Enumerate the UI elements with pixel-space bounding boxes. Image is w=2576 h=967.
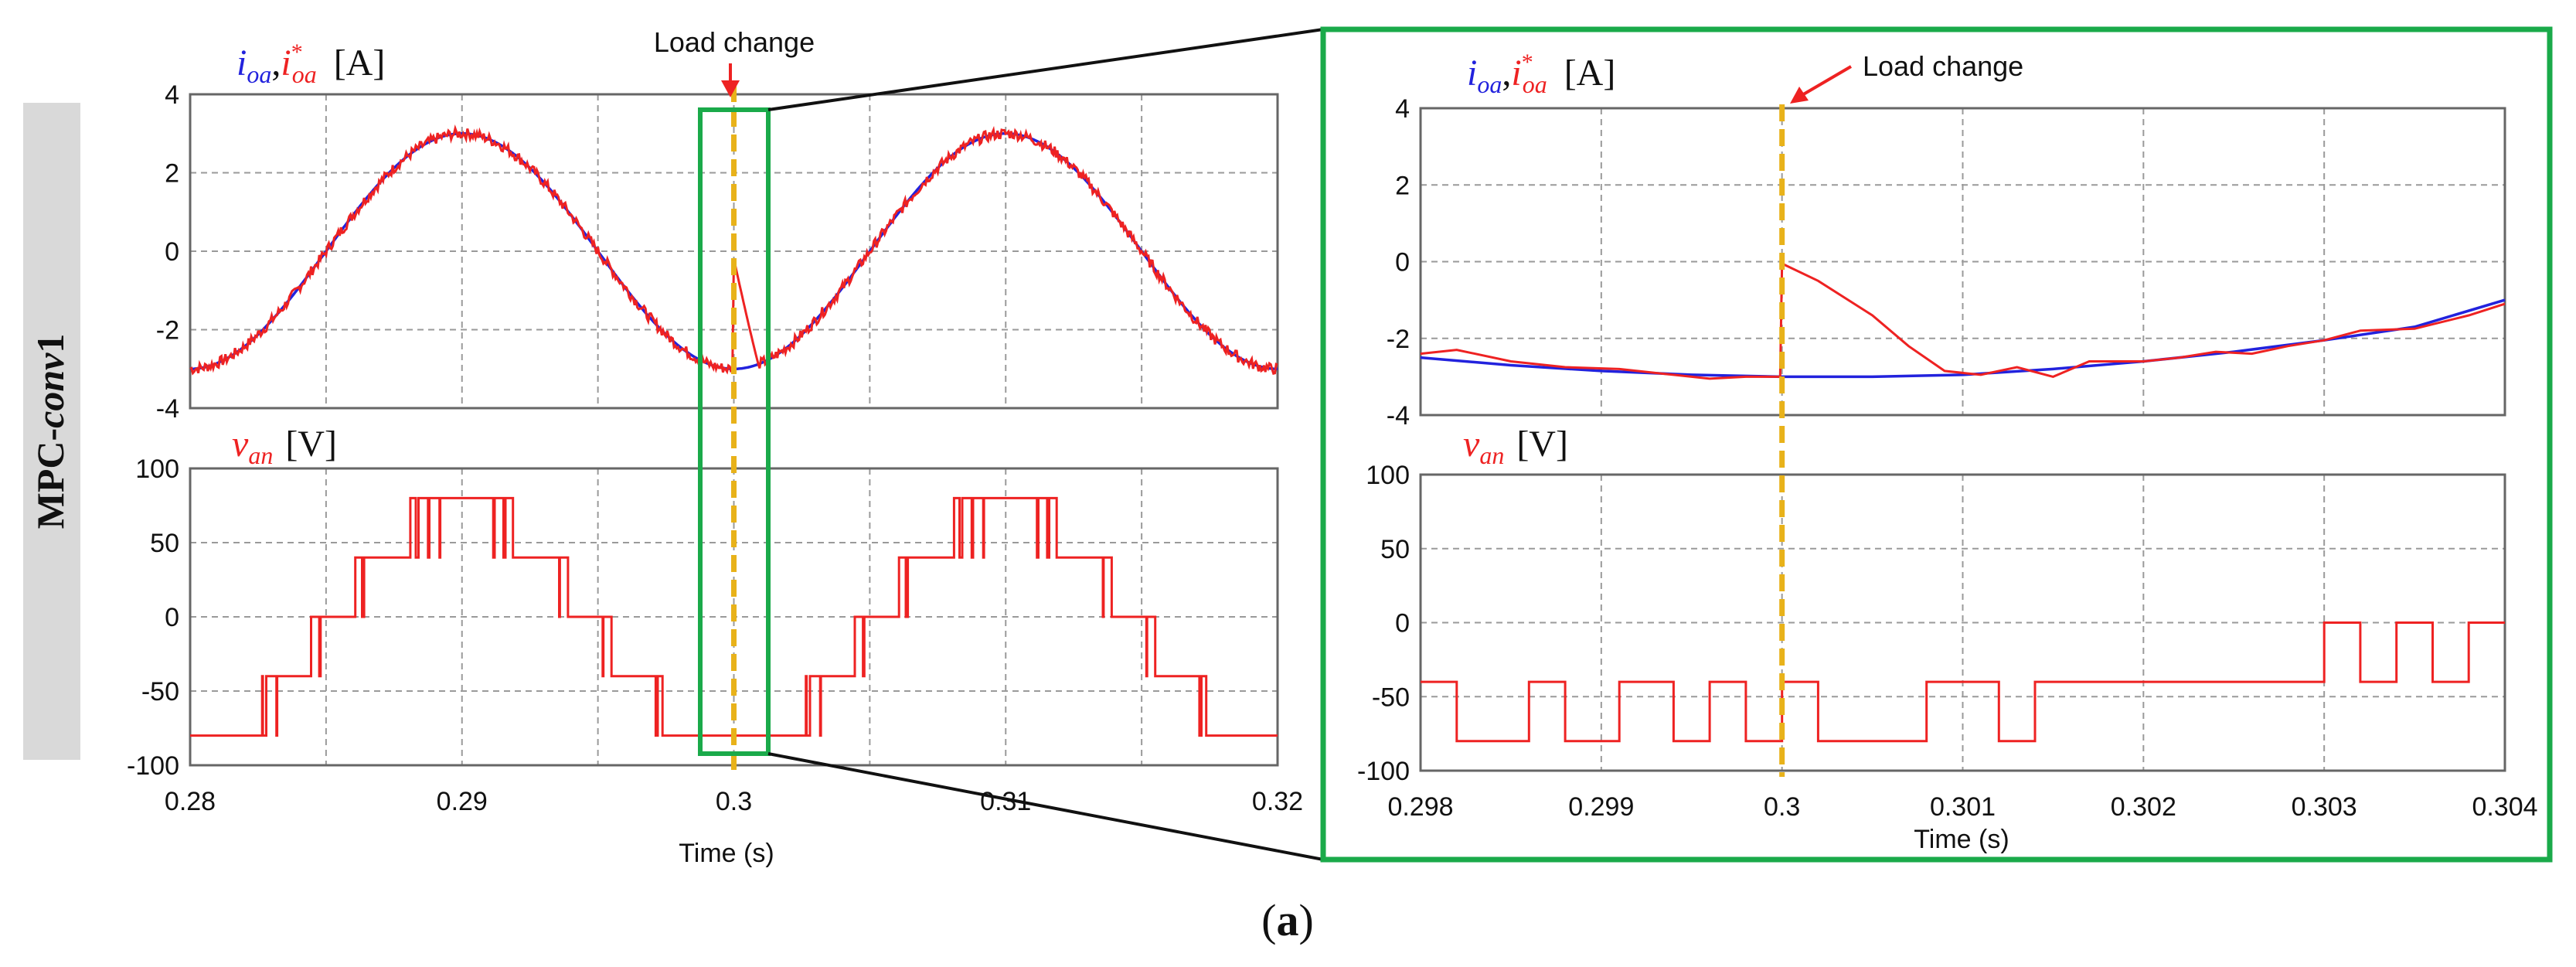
title-sub-red: oa	[292, 60, 317, 88]
zoom-voltage-xlabel: Time (s)	[1914, 825, 2009, 854]
title-unit: [A]	[334, 43, 386, 83]
zoom-current-series-i-oa-ref	[1420, 261, 2506, 380]
zoom-load-change-arrow	[1799, 65, 1853, 97]
zoom-frame	[1320, 26, 2553, 863]
ytick-label: -50	[141, 677, 179, 707]
ytick-label: -4	[1387, 401, 1410, 431]
left-current-ytick-labels: 4 2 0 -2 -4	[156, 80, 179, 424]
zoom-current-panel: 420-2-4 ioa,i* oa [A]	[1387, 49, 2506, 431]
ytick-label: 50	[1380, 535, 1410, 564]
z-title-unit: [A]	[1564, 53, 1616, 94]
z-title-sub-red: oa	[1523, 70, 1547, 98]
title-i-red: i	[281, 43, 291, 83]
ytick-label: 2	[165, 159, 179, 189]
xtick-label: 0.32	[1252, 787, 1303, 816]
zoom-voltage-title: van [V]	[1463, 424, 1568, 469]
xtick-label: 0.28	[165, 787, 216, 816]
zoom-load-change-arrowhead	[1790, 87, 1809, 104]
z-title-v-sub: an	[1479, 441, 1504, 469]
row-label-suffix: 1	[29, 334, 72, 353]
ytick-label: 50	[150, 529, 179, 558]
title-star-red: *	[291, 39, 303, 65]
title-v-unit: [V]	[285, 424, 337, 465]
title-sub-blue: oa	[247, 60, 271, 88]
xtick-label: 0.3	[716, 787, 752, 816]
row-label-italic: conv	[29, 352, 72, 428]
panel-label: (a)	[1261, 895, 1314, 945]
zoom-current-ytick-labels: 4 2 0 -2 -4	[1387, 94, 1410, 431]
ytick-label: 4	[1395, 94, 1410, 124]
title-comma: ,	[271, 43, 281, 83]
ytick-label: 0	[1395, 609, 1410, 638]
title-v-sub: an	[248, 441, 273, 469]
ytick-label: 100	[1366, 461, 1410, 490]
zoom-voltage-ytick-labels: 100 50 0 -50 -100	[1357, 461, 1410, 786]
xtick-label: 0.299	[1568, 792, 1634, 822]
xtick-label: 0.303	[2292, 792, 2357, 822]
ytick-label: 0	[165, 603, 179, 632]
zoom-connector-top	[767, 28, 1324, 111]
ytick-label: 2	[1395, 171, 1410, 200]
z-title-v: v	[1463, 424, 1480, 465]
left-load-change-label: Load change	[654, 26, 815, 58]
zoom-selection-box	[698, 107, 771, 756]
zoom-connector-bottom	[767, 752, 1324, 861]
xtick-label: 0.3	[1764, 792, 1800, 822]
zoom-voltage-series-v-an	[1421, 621, 2505, 743]
row-label-prefix: MPC-	[29, 428, 72, 529]
ytick-label: -2	[156, 316, 179, 346]
zoom-load-change-label: Load change	[1863, 50, 2023, 82]
left-voltage-xtick-labels: 0.28 0.29 0.3 0.31 0.32	[165, 787, 1303, 816]
xtick-label: 0.302	[2111, 792, 2176, 822]
zoom-current-title: ioa,i* oa [A]	[1467, 49, 1615, 98]
title-v: v	[232, 424, 249, 465]
zoom-current-frame	[1419, 107, 2506, 417]
z-title-sub-blue: oa	[1477, 70, 1502, 98]
xtick-label: 0.304	[2472, 792, 2537, 822]
z-title-v-unit: [V]	[1516, 424, 1568, 465]
zoom-voltage-panel: 100 50 0 -50 -100 0.298 0.299 0.3 0.301 0.302 0.3…	[1357, 424, 2538, 854]
z-title-i-red: i	[1511, 53, 1521, 94]
ytick-label: -100	[127, 751, 179, 781]
left-voltage-xlabel: Time (s)	[679, 839, 774, 868]
xtick-label: 0.29	[437, 787, 488, 816]
z-title-comma: ,	[1502, 53, 1511, 94]
z-title-star-red: *	[1522, 49, 1533, 75]
ytick-label: -2	[1387, 325, 1410, 354]
xtick-label: 0.298	[1387, 792, 1453, 822]
left-current-title: ioa,i* oa [A]	[237, 39, 385, 88]
left-voltage-ytick-labels: 100 50 0 -50 -100	[127, 455, 179, 781]
z-title-i-blue: i	[1467, 53, 1477, 94]
panel-label-letter: a	[1277, 895, 1299, 945]
ytick-label: -50	[1372, 683, 1410, 712]
ytick-label: 0	[1395, 248, 1410, 278]
left-current-panel: 420-2-4 ioa,i* oa [A]	[156, 39, 1279, 424]
ytick-label: -4	[156, 394, 179, 424]
ytick-label: 4	[165, 80, 179, 110]
ytick-label: 100	[135, 455, 179, 484]
row-label: MPC-conv1	[29, 334, 72, 529]
xtick-label: 0.301	[1930, 792, 1996, 822]
panel-label-close: )	[1299, 895, 1314, 945]
row-label-strip	[23, 103, 80, 760]
left-voltage-title: van [V]	[232, 424, 337, 469]
ytick-label: -100	[1357, 757, 1410, 786]
ytick-label: 0	[165, 237, 179, 267]
panel-label-open: (	[1261, 895, 1276, 945]
zoom-voltage-xtick-labels: 0.298 0.299 0.3 0.301 0.302 0.303 0.304	[1387, 792, 2537, 822]
title-i-blue: i	[237, 43, 247, 83]
left-load-change-arrowhead	[721, 80, 740, 97]
